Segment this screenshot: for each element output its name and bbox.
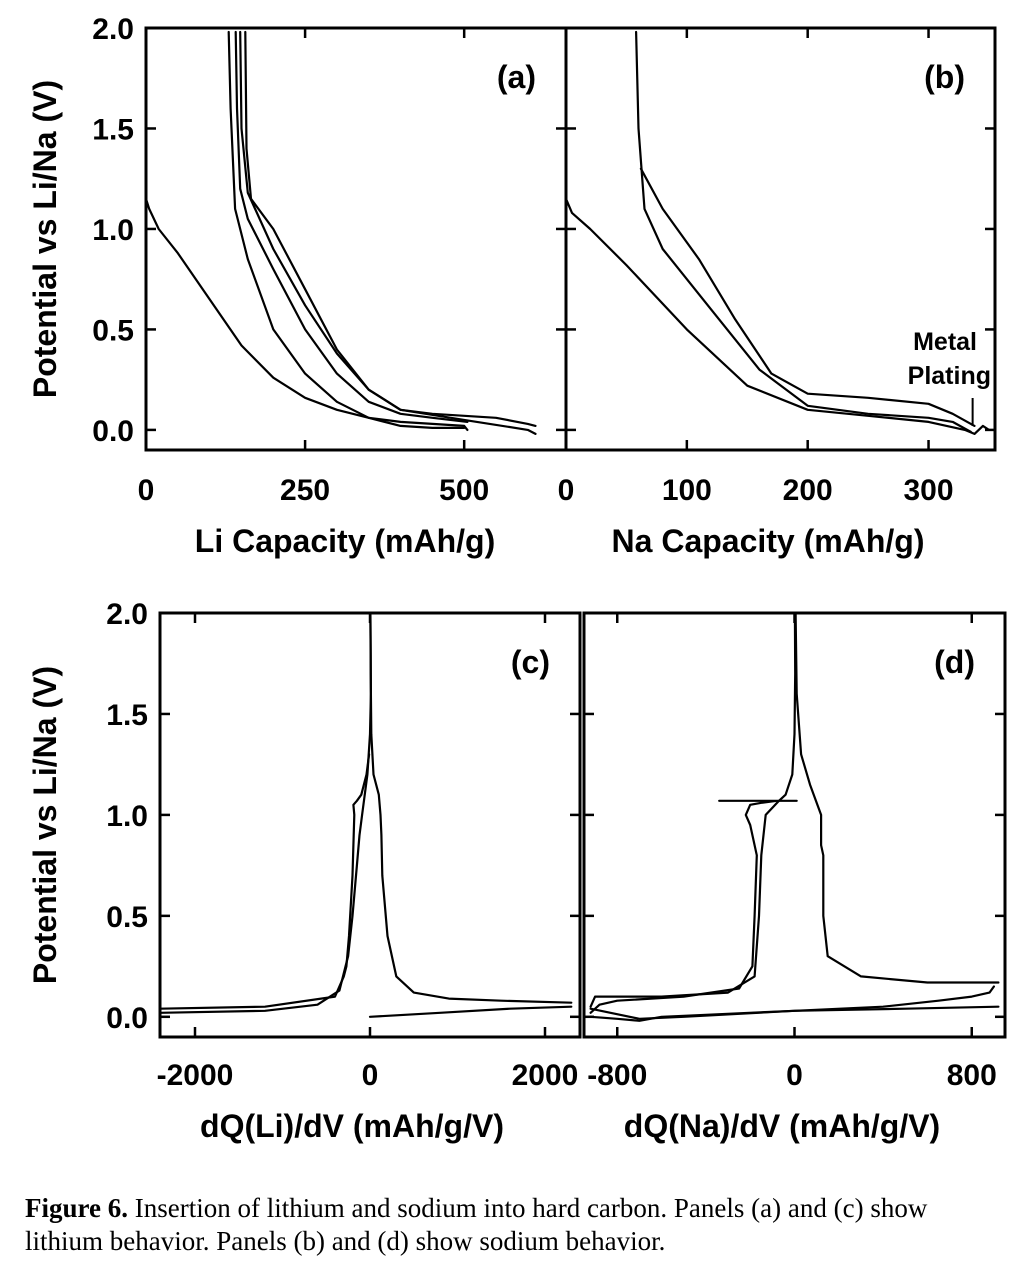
panel-c-ytick-label: 1.0 (106, 800, 148, 833)
panel-d-label: (d) (934, 644, 975, 680)
panel-a-xtick-label: 250 (280, 474, 330, 507)
panel-a-xtick-label: 500 (439, 474, 489, 507)
panel-a-ytick-label: 0.0 (92, 415, 134, 448)
panel-a-ytick-label: 1.5 (92, 113, 134, 146)
panel-c-ytick-label: 0.5 (106, 901, 148, 934)
figure-caption: Figure 6. Insertion of lithium and sodiu… (25, 1192, 1010, 1258)
caption-label: Figure 6. (25, 1193, 128, 1223)
panel-d-series-4 (589, 985, 996, 1022)
panel-d-series-1 (589, 611, 797, 1008)
panel-b-annotation-line2: Plating (908, 362, 991, 390)
panel-c-ytick-label: 0.0 (106, 1002, 148, 1035)
panel-b-xtick-label: 100 (662, 474, 712, 507)
panel-c-ytick-label: 2.0 (106, 598, 148, 631)
panel-d-xtick-label: -800 (587, 1059, 647, 1092)
panel-a-series-1 (144, 197, 469, 431)
panel-d-xtick-label: 0 (786, 1059, 803, 1092)
panel-c-series-4 (368, 1005, 573, 1018)
panel-c-xtick-label: 2000 (512, 1059, 579, 1092)
panel-d-xtick-label: 800 (947, 1059, 997, 1092)
panel-d-series-3 (794, 611, 1000, 984)
panel-b-label: (b) (924, 59, 965, 95)
panel-c-ylabel: Potential vs Li/Na (V) (27, 666, 63, 984)
panel-a-xlabel: Li Capacity (mAh/g) (195, 523, 495, 559)
panel-b-xtick-label: 200 (783, 474, 833, 507)
panel-c-xlabel: dQ(Li)/dV (mAh/g/V) (200, 1108, 504, 1144)
panel-b-xlabel: Na Capacity (mAh/g) (612, 523, 925, 559)
panel-a-ylabel: Potential vs Li/Na (V) (27, 80, 63, 398)
panel-a-ytick-label: 1.0 (92, 214, 134, 247)
panel-c-series-2 (158, 753, 371, 1010)
caption-text: Insertion of lithium and sodium into har… (25, 1193, 928, 1256)
panel-a-series-2 (227, 30, 466, 429)
panel-a-ytick-label: 0.5 (92, 314, 134, 347)
panel-d-series-5 (589, 1005, 1000, 1020)
panel-b-series-3 (639, 167, 976, 427)
panel-a-label: (a) (497, 59, 536, 95)
panel-b-annotation-line1: Metal (913, 328, 977, 356)
panel-b-xtick-label: 300 (904, 474, 954, 507)
panel-a-xtick-label: 0 (138, 474, 155, 507)
panel-c-xtick-label: 0 (362, 1059, 379, 1092)
panel-b-series-1 (564, 197, 991, 435)
panel-c-ytick-label: 1.5 (106, 699, 148, 732)
panel-c-series-3 (369, 611, 573, 1004)
panel-b-frame (564, 26, 997, 452)
panel-b-xtick-label: 0 (558, 474, 575, 507)
panel-c-xtick-label: -2000 (157, 1059, 234, 1092)
panel-a-series-5 (244, 30, 537, 427)
panel-c-label: (c) (511, 644, 550, 680)
figure-canvas: 0.0 0.5 1.0 1.5 2.0 0 250 500 Li Capacity (mAh/g… (27, 13, 1007, 1144)
panel-a-ytick-label: 2.0 (92, 13, 134, 46)
panel-d-series-2 (589, 799, 798, 1014)
panel-d-xlabel: dQ(Na)/dV (mAh/g/V) (624, 1108, 940, 1144)
panel-b-series-2 (634, 30, 972, 433)
panel-a-series-4 (239, 30, 537, 435)
panel-c-series-1 (158, 611, 372, 1014)
panel-a-series-3 (234, 30, 469, 423)
